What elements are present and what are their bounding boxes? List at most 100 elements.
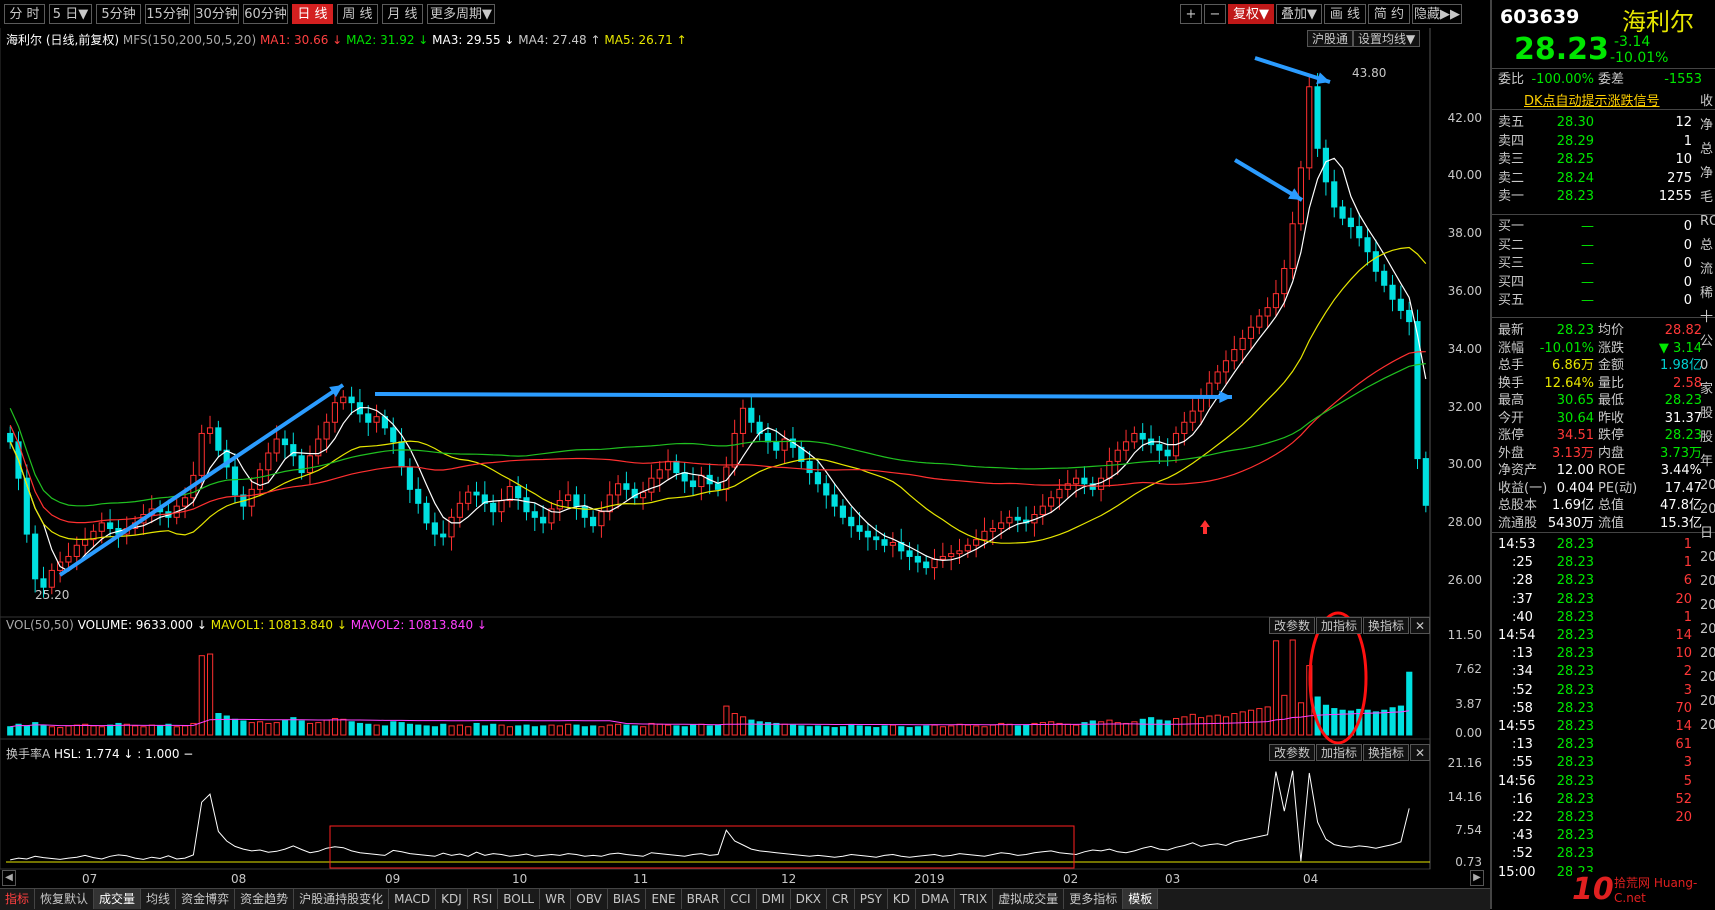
hk-connect-button[interactable]: 沪股通 [1307,30,1354,47]
tab-macd[interactable]: MACD [389,889,437,909]
ask-label: 卖三 [1498,152,1525,167]
tab-wr[interactable]: WR [540,889,572,909]
overlay-button[interactable]: 叠加▼ [1276,4,1322,24]
candle-body [373,416,380,423]
volume-bar [523,724,530,736]
zoom-out-button[interactable]: − [1204,4,1226,24]
tab-trix[interactable]: TRIX [955,889,994,909]
candle-body [1231,349,1238,362]
edge-label: 20 [1700,478,1715,493]
period-30min-button[interactable]: 30分钟 [194,4,239,24]
restore-rights-button[interactable]: 复权▼ [1228,4,1274,24]
tab-volume[interactable]: 成交量 [94,889,142,909]
period-5day-button[interactable]: 5 日▼ [49,4,92,24]
tab-dkx[interactable]: DKX [791,889,827,909]
tab-fund-trend[interactable]: 资金趋势 [235,889,295,909]
candle-body [631,488,638,499]
tab-obv[interactable]: OBV [571,889,608,909]
candle-body [540,516,547,524]
tab-kd[interactable]: KD [888,889,917,909]
tab-dmi[interactable]: DMI [757,889,791,909]
period-weekly-button[interactable]: 周 线 [337,4,378,24]
candle-body [581,505,588,518]
kline-chart[interactable] [0,0,1490,909]
vol-add-indicator-button[interactable]: 加指标 [1316,617,1363,634]
dk-signal-link[interactable]: DK点自动提示涨跌信号 [1524,94,1660,109]
vol-close-button[interactable]: ✕ [1410,617,1431,634]
ask-row: 卖三 28.25 10 [1498,150,1702,169]
period-60min-button[interactable]: 60分钟 [243,4,288,24]
tick-time: :22 [1512,810,1533,825]
candle-body [1122,441,1130,451]
stat-label: 净资产 [1498,463,1538,478]
candle-body [290,444,297,457]
volume-bar [914,726,922,736]
stat-label: 最高 [1498,393,1525,408]
candle-body [1039,505,1046,516]
tab-cci[interactable]: CCI [725,889,757,909]
tab-cr[interactable]: CR [827,889,855,909]
tab-rsi[interactable]: RSI [468,889,499,909]
period-minute-button[interactable]: 分 时 [4,4,45,24]
hide-panel-button[interactable]: 隐藏▶▶ [1412,4,1462,24]
tab-boll[interactable]: BOLL [498,889,541,909]
tick-time: :40 [1512,609,1533,625]
stat-value: 47.8亿 [1660,498,1702,513]
vol-edit-params-button[interactable]: 改参数 [1269,617,1316,634]
candle-body [1156,444,1163,451]
volume-bar [756,721,763,736]
ask-price: 28.29 [1556,133,1594,149]
tick-time: 14:54 [1498,628,1536,643]
tab-virtual-volume[interactable]: 虚拟成交量 [993,889,1065,909]
hsl-close-button[interactable]: ✕ [1410,744,1431,761]
volume-bar [998,722,1005,736]
more-periods-button[interactable]: 更多周期▼ [427,4,495,24]
hsl-edit-params-button[interactable]: 改参数 [1269,744,1316,761]
vol-switch-indicator-button[interactable]: 换指标 [1363,617,1410,634]
stat-value: 3.13万 [1552,445,1594,461]
period-15min-button[interactable]: 15分钟 [145,4,190,24]
hsl-add-indicator-button[interactable]: 加指标 [1316,744,1363,761]
tab-brar[interactable]: BRAR [682,889,726,909]
gap-arrow-head [1288,188,1302,200]
tab-indicator[interactable]: 指标 [0,889,36,909]
candle-body [681,472,688,482]
scroll-right-button[interactable]: ▶ [1470,870,1484,886]
candle-body [789,438,797,448]
simple-mode-button[interactable]: 简 约 [1368,4,1410,24]
date-tick: 2019 [914,872,945,886]
tick-volume: 70 [1675,700,1692,716]
period-daily-button[interactable]: 日 线 [292,4,333,24]
volume-bar [7,726,14,736]
draw-line-button[interactable]: 画 线 [1324,4,1366,24]
volume-bar [390,721,397,736]
scroll-left-button[interactable]: ◀ [2,870,16,886]
tab-ene[interactable]: ENE [646,889,682,909]
bid-price: — [1581,293,1594,308]
volume-bar [939,726,947,736]
bid-volume: 0 [1683,293,1692,308]
volume-bar [348,721,355,736]
tab-kdj[interactable]: KDJ [436,889,468,909]
tab-template[interactable]: 模板 [1123,889,1159,909]
volume-bar [673,725,680,736]
candle-body [390,427,397,443]
hsl-switch-indicator-button[interactable]: 换指标 [1363,744,1410,761]
volume-bar [1297,702,1305,736]
volume-bar [1098,721,1105,736]
volume-bar [1014,725,1021,736]
volume-bar [1397,705,1405,736]
zoom-in-button[interactable]: + [1180,4,1202,24]
tab-restore-default[interactable]: 恢复默认 [35,889,95,909]
tab-more-indicators[interactable]: 更多指标 [1064,889,1124,909]
candle-body [90,530,97,541]
tab-bias[interactable]: BIAS [608,889,647,909]
tab-hk-holding[interactable]: 沪股通持股变化 [294,889,390,909]
period-monthly-button[interactable]: 月 线 [382,4,423,24]
ma-settings-button[interactable]: 设置均线▼ [1353,30,1421,47]
tab-fund-game[interactable]: 资金博弈 [176,889,236,909]
period-5min-button[interactable]: 5分钟 [96,4,141,24]
tab-dma[interactable]: DMA [916,889,955,909]
tab-psy[interactable]: PSY [855,889,888,909]
tab-ma[interactable]: 均线 [141,889,177,909]
